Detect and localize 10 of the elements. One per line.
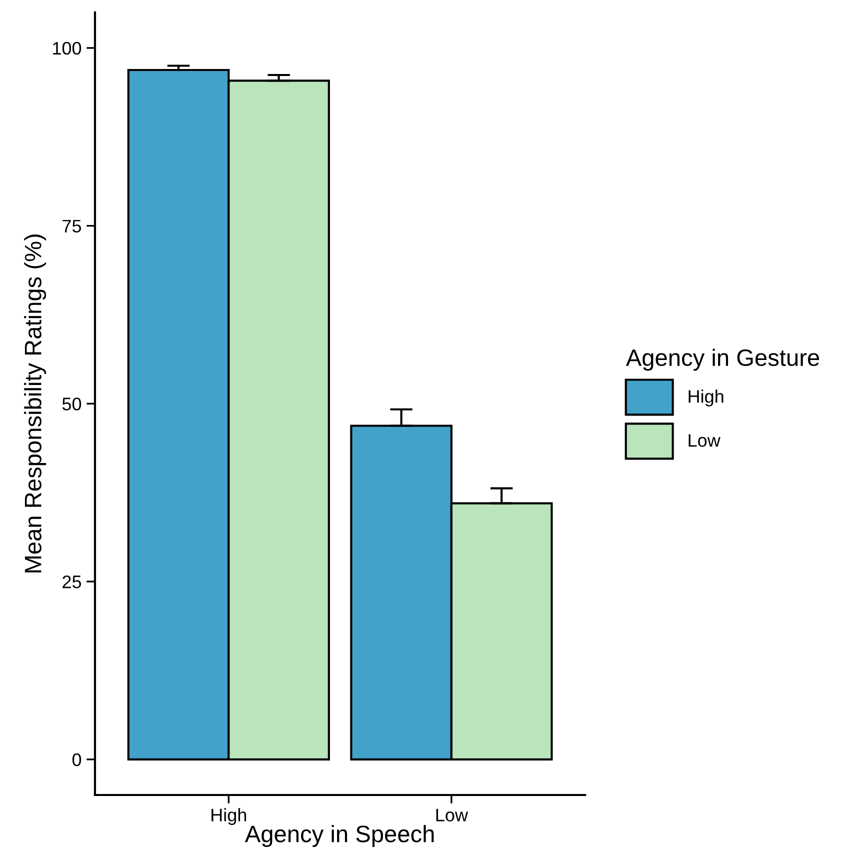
x-axis-title: Agency in Speech <box>244 825 434 848</box>
y-tick-label: 0 <box>72 753 82 766</box>
legend-title: Agency in Gesture <box>626 348 820 371</box>
legend-label: Low <box>688 434 720 447</box>
y-axis-title: Mean Responsibility Ratings (%) <box>24 234 46 572</box>
y-tick-label: 25 <box>62 575 82 588</box>
legend-label: High <box>688 390 724 406</box>
y-tick-label: 75 <box>62 220 82 233</box>
y-tick-label: 100 <box>53 42 82 55</box>
y-tick-label: 50 <box>62 398 82 410</box>
